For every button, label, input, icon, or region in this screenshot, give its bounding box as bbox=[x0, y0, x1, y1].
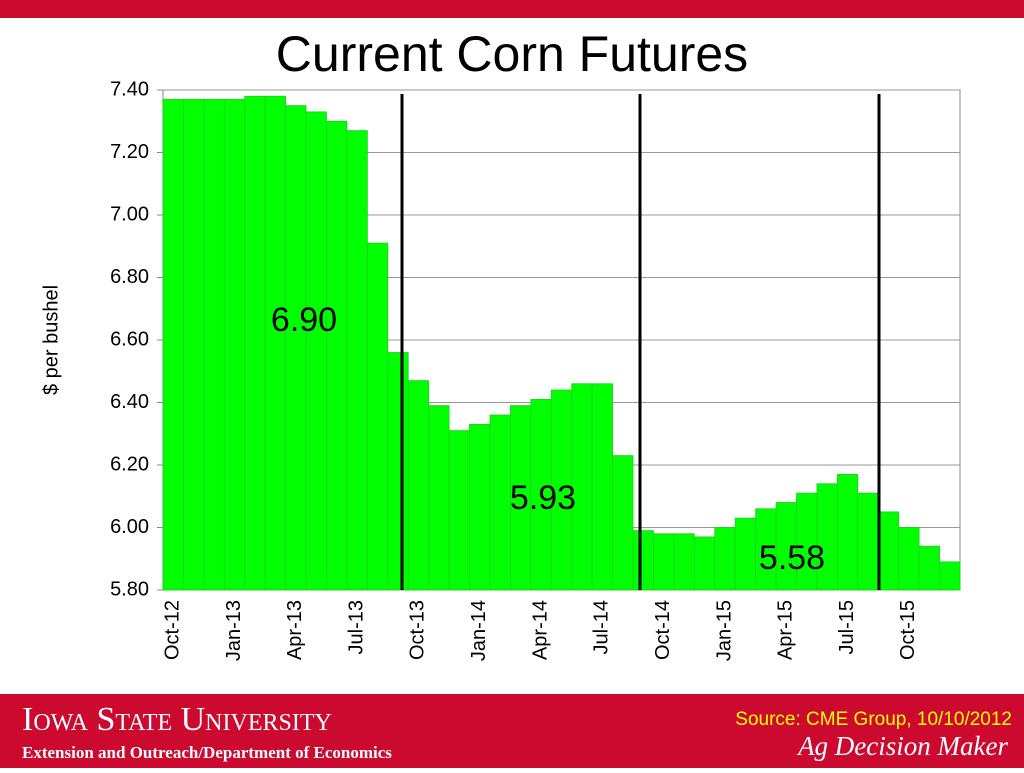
x-tick-label: Jan-15 bbox=[713, 600, 735, 661]
bar bbox=[285, 105, 307, 591]
bar bbox=[714, 527, 736, 591]
y-tick-label: 6.40 bbox=[110, 391, 149, 413]
annotation: 5.93 bbox=[510, 479, 576, 517]
bar bbox=[489, 414, 511, 591]
y-tick-label: 7.40 bbox=[110, 78, 149, 100]
x-tick-label: Apr-14 bbox=[529, 600, 551, 660]
x-tick-label: Apr-15 bbox=[775, 600, 797, 660]
bar bbox=[673, 533, 695, 591]
y-tick-label: 6.00 bbox=[110, 516, 149, 538]
source: Source: CME Group, 10/10/2012 bbox=[735, 709, 1012, 730]
bar bbox=[448, 430, 470, 591]
bar bbox=[223, 98, 246, 591]
bar bbox=[428, 405, 450, 591]
department: Extension and Outreach/Department of Eco… bbox=[22, 743, 392, 762]
bar bbox=[653, 533, 675, 591]
x-tick-label: Jan-14 bbox=[468, 600, 490, 661]
x-tick-label: Oct-12 bbox=[161, 600, 183, 660]
bar bbox=[734, 517, 757, 591]
y-tick-label: 5.80 bbox=[110, 578, 149, 600]
bar bbox=[326, 120, 348, 591]
bar bbox=[387, 352, 409, 591]
x-tick-label: Apr-13 bbox=[284, 600, 306, 660]
bar bbox=[305, 111, 327, 591]
bar bbox=[857, 492, 879, 591]
bar bbox=[877, 511, 900, 591]
x-tick-label: Jan-13 bbox=[223, 600, 245, 661]
x-tick-label: Oct-14 bbox=[652, 600, 674, 660]
x-tick-label: Jul-13 bbox=[345, 600, 367, 654]
y-tick-label: 6.20 bbox=[110, 453, 149, 475]
y-tick-label: 6.60 bbox=[110, 328, 149, 350]
x-tick-label: Oct-13 bbox=[407, 600, 429, 660]
x-tick-label: Oct-15 bbox=[897, 600, 919, 660]
plot: 5.80 6.00 6.20 6.40 6.60 6.80 7.00 7.20 7.40 Oct-… bbox=[110, 78, 961, 661]
bar bbox=[346, 130, 368, 591]
y-tick-label: 7.20 bbox=[110, 141, 149, 163]
x-tick-label: Jul-15 bbox=[836, 600, 858, 654]
bar bbox=[244, 95, 266, 591]
footer-band bbox=[0, 694, 1024, 768]
bar bbox=[469, 423, 491, 591]
bar bbox=[918, 545, 940, 591]
chart-title: Current Corn Futures bbox=[276, 26, 748, 82]
bar bbox=[939, 561, 961, 591]
bar bbox=[693, 536, 716, 591]
bar bbox=[264, 95, 287, 591]
brand: Ag Decision Maker bbox=[796, 731, 1008, 761]
university: Iowa State University bbox=[22, 701, 332, 738]
annotation: 6.90 bbox=[271, 301, 337, 339]
bar bbox=[407, 380, 430, 591]
annotation: 5.58 bbox=[759, 539, 825, 577]
bar bbox=[632, 530, 654, 591]
bar bbox=[183, 98, 205, 591]
bar bbox=[366, 242, 389, 591]
bar bbox=[591, 383, 613, 591]
y-tick-label: 6.80 bbox=[110, 266, 149, 288]
x-tick-label: Jul-14 bbox=[591, 600, 613, 654]
bar bbox=[898, 527, 920, 591]
y-axis-label: $ per bushel bbox=[40, 285, 62, 395]
bar bbox=[612, 455, 634, 591]
bar bbox=[836, 473, 859, 591]
bar bbox=[203, 98, 225, 591]
y-tick-label: 7.00 bbox=[110, 203, 149, 225]
top-band bbox=[0, 0, 1024, 18]
bar bbox=[162, 98, 184, 591]
